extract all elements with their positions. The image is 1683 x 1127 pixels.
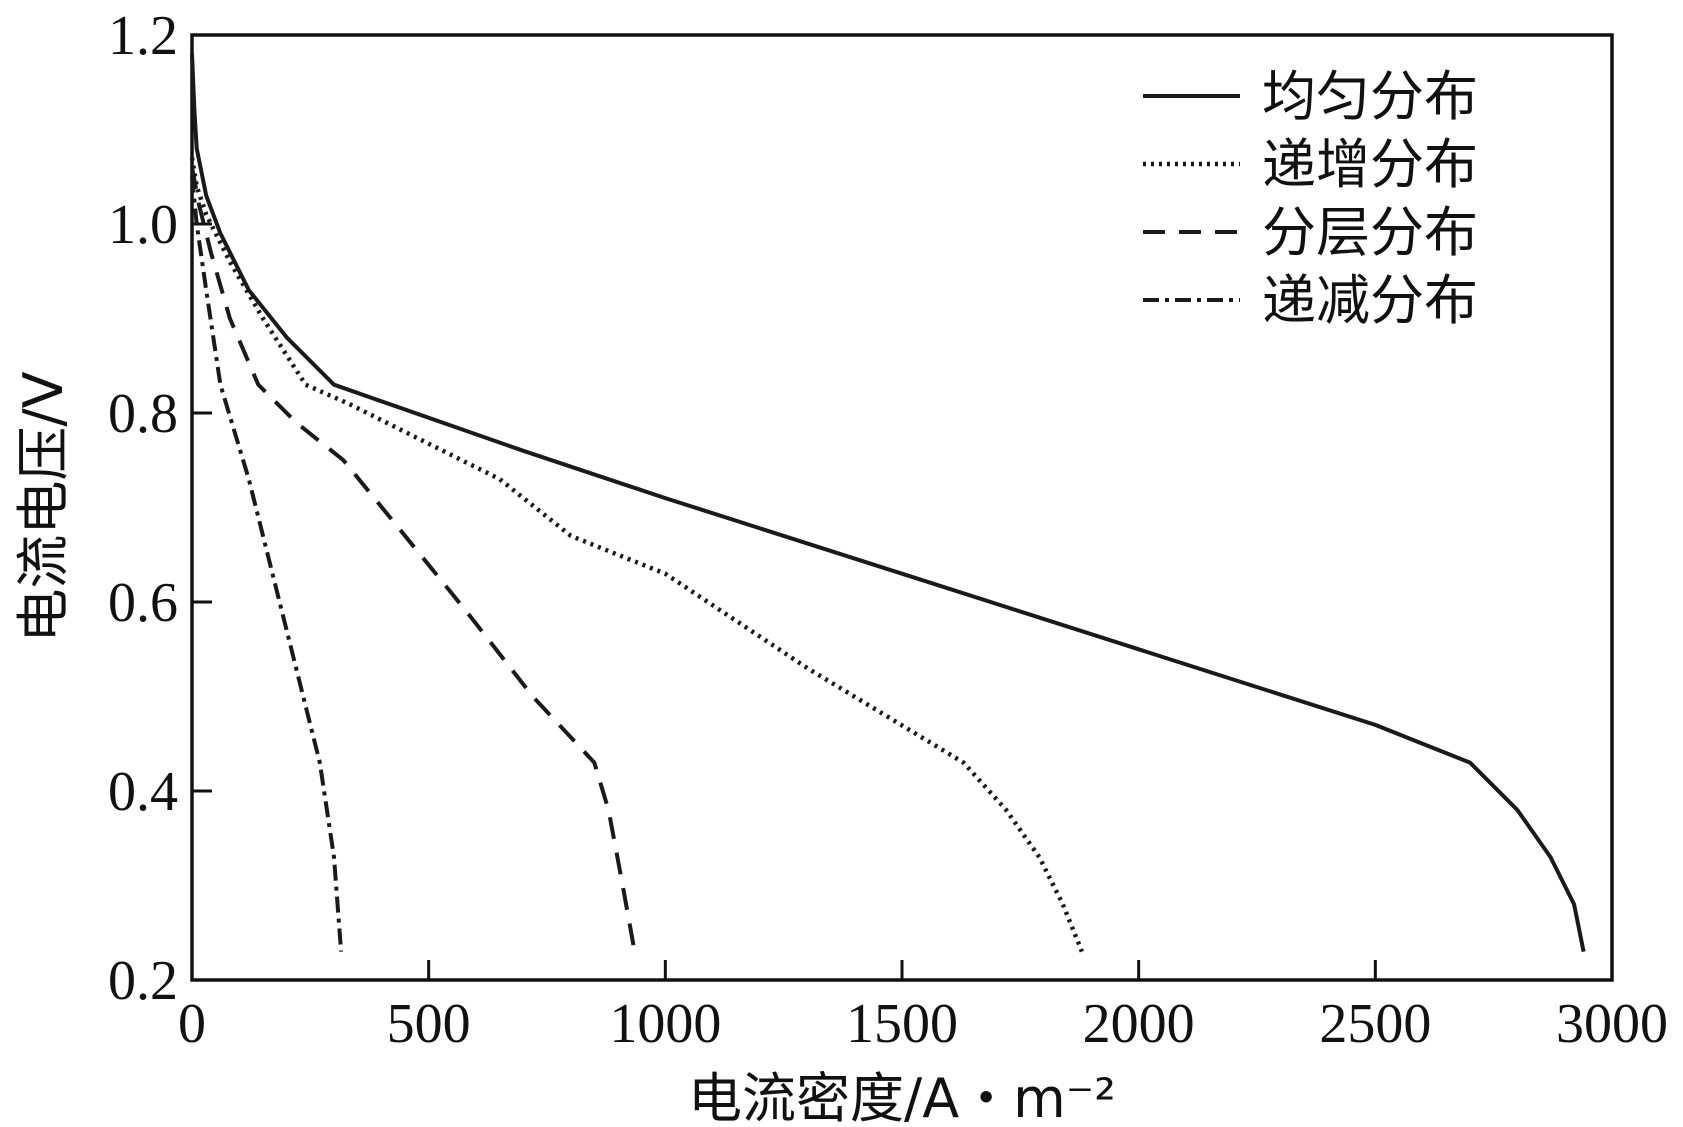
- y-axis-title: 电流电压/V: [12, 371, 75, 642]
- series-line-1: [190, 53, 1586, 952]
- x-tick-label: 3000: [1556, 993, 1668, 1055]
- y-tick-label: 0.8: [108, 383, 178, 445]
- x-axis-ticks: 0 500 1000 1500 2000 2500 3000: [178, 960, 1668, 1055]
- y-tick-label: 1.0: [108, 194, 178, 256]
- legend-label-1: 均匀分布: [1262, 65, 1478, 128]
- legend-label-3: 分层分布: [1262, 201, 1478, 264]
- y-tick-label: 0.4: [108, 761, 178, 823]
- legend-label-4: 递减分布: [1262, 269, 1478, 332]
- y-tick-label: 0.6: [108, 572, 178, 634]
- y-tick-label: 0.2: [108, 950, 178, 1012]
- x-tick-label: 0: [178, 993, 206, 1055]
- x-tick-label: 2500: [1319, 993, 1431, 1055]
- legend-label-2: 递增分布: [1262, 133, 1478, 196]
- y-tick-label: 1.2: [108, 5, 178, 67]
- y-axis-ticks: 0.2 0.4 0.6 0.8 1.0 1.2: [108, 5, 212, 1012]
- x-tick-label: 2000: [1083, 993, 1195, 1055]
- series-line-2: [189, 157, 1084, 953]
- series-line-3: [190, 166, 637, 952]
- series-group: [189, 53, 1586, 953]
- x-tick-label: 1500: [846, 993, 958, 1055]
- series-line-4: [190, 176, 344, 952]
- x-axis-title: 电流密度/A・m⁻²: [688, 1067, 1116, 1127]
- x-tick-label: 500: [387, 993, 471, 1055]
- x-tick-label: 1000: [609, 993, 721, 1055]
